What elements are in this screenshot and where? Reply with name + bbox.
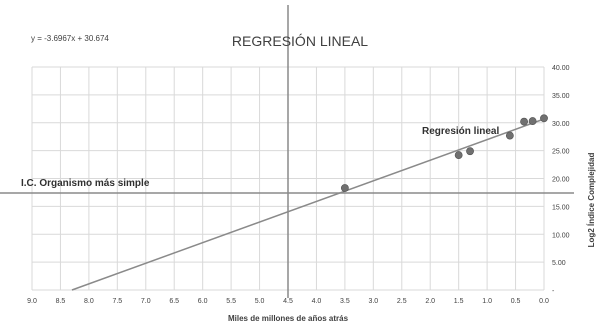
x-tick-label: 8.0 — [84, 298, 94, 305]
x-tick-label: 1.0 — [482, 298, 492, 305]
reference-lines — [0, 5, 574, 298]
y-tick-label: 35.00 — [552, 93, 570, 100]
y-tick-label: 5.00 — [552, 260, 566, 267]
x-tick-label: 6.5 — [169, 298, 179, 305]
x-tick-label: 2.5 — [397, 298, 407, 305]
data-point — [540, 114, 548, 123]
x-axis-label: Miles de millones de años atrás — [228, 314, 349, 323]
reference-line-label: I.C. Organismo más simple — [21, 178, 150, 189]
x-tick-label: 5.5 — [226, 298, 236, 305]
data-point — [505, 131, 514, 140]
x-tick-label: 3.5 — [340, 298, 350, 305]
regression-line — [71, 118, 545, 291]
x-tick-label: 4.0 — [312, 298, 322, 305]
x-tick-label: 1.5 — [454, 298, 464, 305]
x-tick-label: 7.5 — [112, 298, 122, 305]
x-tick-label: 3.0 — [368, 298, 378, 305]
x-tick-label: 2.0 — [425, 298, 435, 305]
x-tick-label: 0.0 — [539, 298, 549, 305]
x-tick-label: 9.0 — [27, 298, 37, 305]
x-tick-label: 6.0 — [198, 298, 208, 305]
x-tick-label: 5.0 — [255, 298, 265, 305]
chart-title: REGRESIÓN LINEAL — [232, 33, 368, 49]
y-tick-label: 10.00 — [552, 232, 570, 239]
y-tick-label: 20.00 — [552, 177, 570, 184]
data-point — [454, 151, 463, 159]
x-tick-label: 4.5 — [283, 298, 293, 305]
x-tick-label: 0.5 — [511, 298, 521, 305]
data-point — [528, 117, 537, 125]
y-axis-label: Log2 Índice Complejidad — [587, 153, 596, 248]
data-point — [466, 147, 474, 156]
data-points — [340, 114, 548, 192]
x-tick-label: 8.5 — [56, 298, 66, 305]
tick-labels: - 5.00 10.00 15.00 20.00 25.00 30.00 35.00 40.00… — [27, 65, 569, 305]
y-tick-label: 40.00 — [552, 65, 570, 72]
y-tick-label: 30.00 — [552, 121, 570, 128]
x-tick-label: 7.0 — [141, 298, 151, 305]
y-tick-label: 15.00 — [552, 204, 570, 211]
y-tick-label: 25.00 — [552, 149, 570, 156]
data-point — [520, 117, 528, 126]
y-tick-label: - — [552, 288, 555, 295]
grid — [31, 66, 545, 291]
regression-layer — [71, 118, 545, 291]
regression-line-label: Regresión lineal — [422, 126, 499, 137]
regression-equation: y = -3.6967x + 30.674 — [31, 34, 109, 43]
data-point — [340, 184, 349, 192]
